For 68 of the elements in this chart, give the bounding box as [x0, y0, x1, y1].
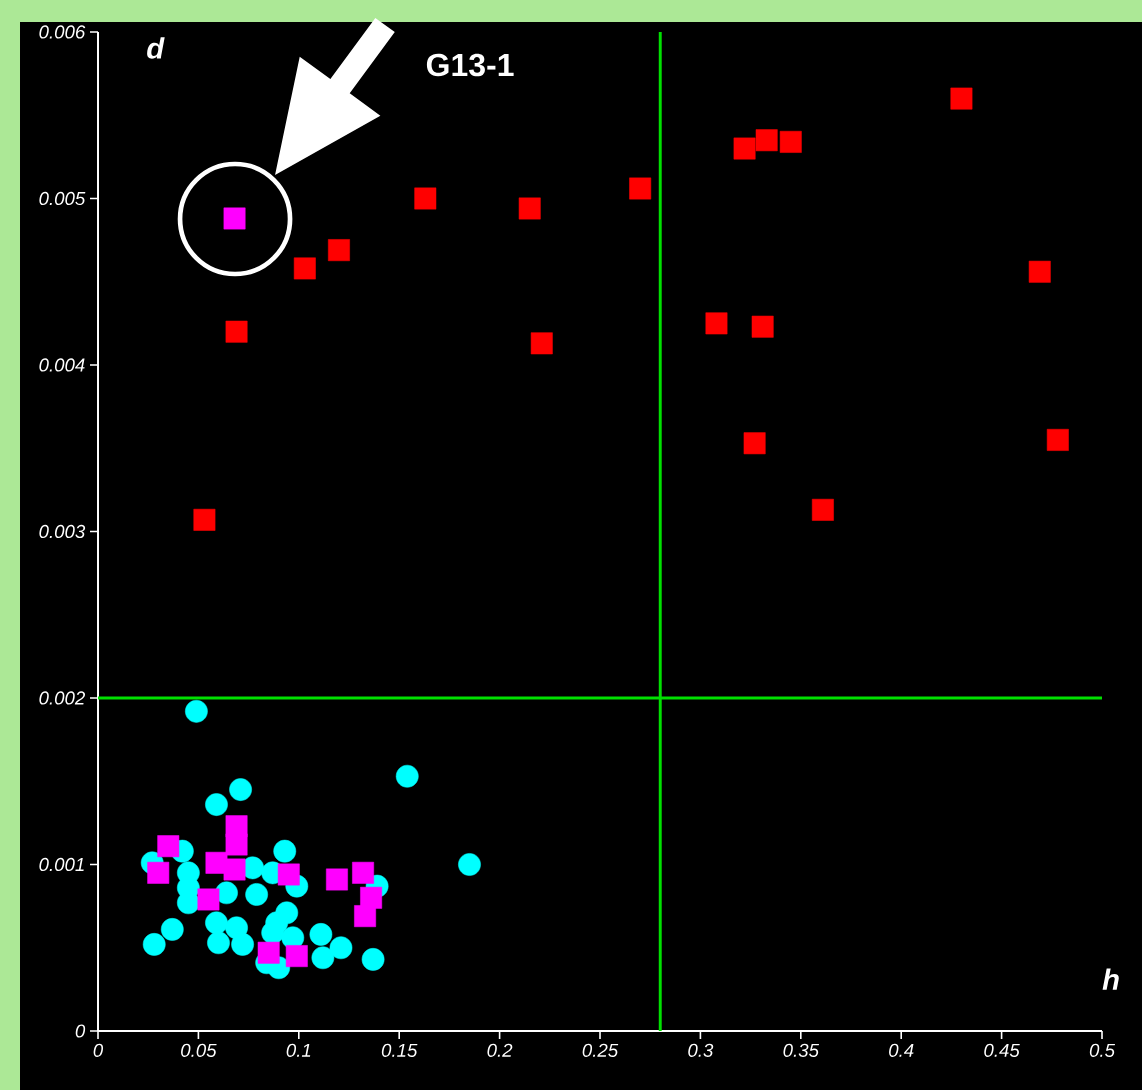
x-tick-label: 0.15: [381, 1043, 418, 1057]
point: [231, 933, 254, 956]
point: [205, 793, 228, 816]
point: [225, 833, 248, 856]
point: [414, 187, 437, 210]
point: [779, 130, 802, 153]
point: [142, 933, 166, 956]
x-tick-label: 0.45: [984, 1043, 1020, 1057]
point: [185, 699, 208, 723]
point: [309, 923, 333, 946]
point: [193, 508, 216, 531]
point: [293, 257, 316, 280]
y-tick-label: 0.006: [39, 25, 86, 39]
x-tick-label: 0.5: [1089, 1043, 1116, 1057]
point: [352, 861, 374, 884]
point: [328, 239, 350, 262]
point: [950, 87, 973, 110]
x-tick-label: 0.2: [487, 1043, 513, 1057]
x-tick-label: 0.1: [286, 1043, 311, 1057]
y-tick-label: 0.005: [39, 191, 86, 206]
point: [225, 916, 248, 940]
point: [530, 332, 553, 355]
y-tick-label: 0: [75, 1024, 86, 1038]
point: [751, 315, 774, 338]
annotation: G13-1: [426, 53, 514, 77]
point: [277, 863, 300, 886]
y-axis-title: d: [147, 37, 165, 59]
point: [223, 858, 246, 881]
point: [205, 911, 228, 935]
point: [1046, 428, 1069, 451]
x-tick-label: 0.4: [889, 1043, 914, 1057]
y-tick-label: 0.003: [39, 524, 86, 539]
y-tick-label: 0.004: [39, 358, 85, 372]
point: [285, 945, 308, 968]
x-tick-label: 0: [93, 1043, 104, 1057]
point: [458, 853, 481, 876]
x-tick-label: 0.25: [582, 1043, 619, 1057]
point: [207, 931, 230, 955]
point: [160, 918, 184, 941]
point: [225, 320, 248, 343]
point: [157, 835, 180, 858]
point: [147, 861, 170, 884]
point: [354, 905, 376, 928]
point: [273, 839, 297, 863]
x-axis-title: h: [1102, 968, 1119, 990]
point: [518, 197, 541, 220]
point: [215, 881, 238, 905]
point: [1028, 260, 1051, 283]
x-tick-label: 0.35: [783, 1043, 820, 1057]
point: [755, 129, 778, 152]
point: [245, 883, 268, 906]
y-tick-label: 0.002: [39, 691, 86, 705]
point: [311, 946, 335, 970]
point: [811, 498, 834, 521]
point: [629, 177, 652, 200]
y-tick-label: 0.001: [39, 857, 84, 872]
point: [229, 778, 252, 801]
x-tick-label: 0.3: [688, 1043, 714, 1057]
point: [326, 868, 348, 891]
point: [705, 312, 728, 335]
x-tick-label: 0.05: [181, 1043, 217, 1057]
point: [361, 948, 385, 971]
point: [197, 888, 220, 911]
point: [395, 764, 419, 788]
point: [257, 941, 280, 964]
point: [733, 137, 756, 160]
point: [329, 936, 353, 960]
point: [743, 432, 766, 455]
